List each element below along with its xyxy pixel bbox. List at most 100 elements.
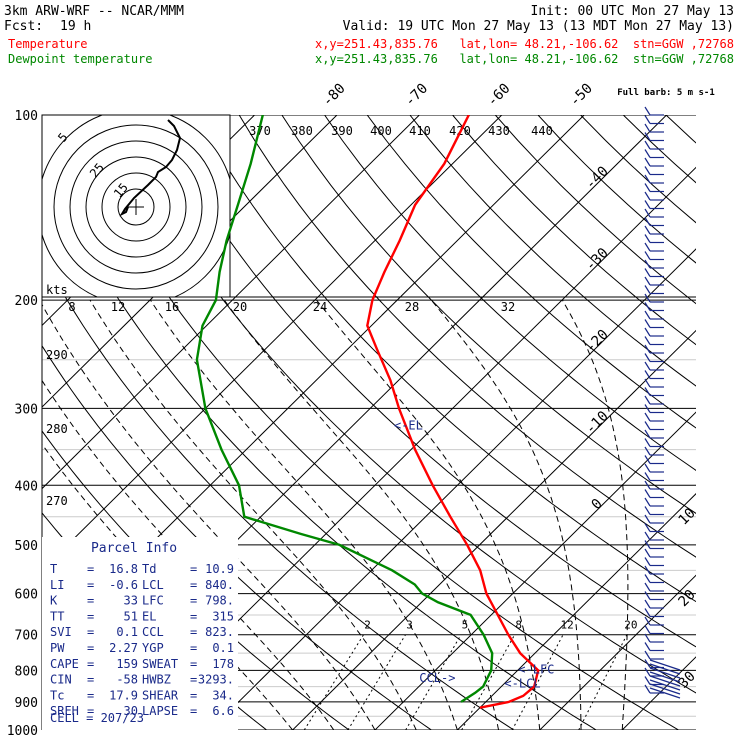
wind-barb-flag — [644, 429, 651, 439]
hodograph-ring-label: 16 — [165, 300, 179, 314]
wind-barb — [644, 157, 664, 167]
parcel-value: 178 — [212, 657, 234, 671]
wind-barb-staff — [649, 659, 681, 671]
parcel-value: -0.6 — [109, 578, 138, 592]
wind-barb-flag — [644, 557, 651, 566]
parcel-value: 10.9 — [205, 562, 234, 576]
wind-barb — [644, 523, 664, 533]
wind-barb-flag — [644, 123, 651, 133]
wind-barb-flag — [644, 548, 651, 558]
pressure-tick-label: 500 — [15, 539, 38, 554]
wind-barb-flag — [644, 438, 651, 447]
dry-adiabat-label: 280 — [46, 422, 68, 436]
wind-barb — [644, 319, 664, 329]
wind-barb — [644, 268, 664, 278]
wind-barb-flag — [644, 616, 651, 626]
wind-barb-staff — [649, 687, 681, 699]
wind-barb-flag — [644, 591, 651, 600]
wind-barb-flag — [644, 302, 651, 311]
dry-adiabat-line — [494, 115, 696, 305]
pressure-tick-label: 700 — [15, 629, 38, 644]
parcel-equals: = — [87, 562, 94, 576]
hodograph-trace — [119, 119, 182, 217]
temperature-tick-label: 10 — [676, 505, 699, 528]
wind-barb — [644, 480, 664, 490]
mixing-ratio-label: 20 — [624, 619, 637, 632]
wind-barb-flag — [644, 327, 651, 337]
wind-barb — [644, 276, 664, 286]
wind-barb-flag — [644, 157, 651, 167]
level-annotation: <-LCL — [504, 676, 540, 690]
wind-barb — [644, 174, 664, 184]
parcel-info-row: CAPE = 159 SWEAT = 178 — [50, 657, 234, 671]
dry-adiabat-line — [537, 115, 696, 264]
wind-barb-flag — [644, 140, 651, 150]
wind-barb-flag — [644, 506, 651, 515]
mixing-ratio-line — [405, 634, 462, 730]
init-time: Init: 00 UTC Mon 27 May 13 — [531, 4, 735, 19]
isotherm-line — [691, 115, 740, 740]
wind-barb — [644, 472, 664, 482]
parcel-equals: = — [190, 562, 197, 576]
temperature-tick-label: -50 — [567, 81, 596, 110]
wind-barb — [644, 625, 664, 635]
wind-barb-flag — [644, 285, 651, 294]
wind-barb-flag — [644, 259, 651, 269]
pressure-tick-label: 900 — [15, 696, 38, 711]
wind-barb-flag — [644, 276, 651, 286]
moist-adiabat-line — [561, 299, 629, 730]
parcel-info-box: Parcel Info CELL = 207/23 T = 16.8 Td = 10.9 L… — [42, 537, 238, 730]
hodograph-ring-label: 8 — [68, 300, 75, 314]
mixing-ratio-label: 5 — [462, 619, 469, 632]
isotherm-line — [621, 656, 696, 730]
parcel-value: 33 — [124, 594, 138, 608]
moist-adiabat-line — [223, 299, 500, 730]
isotherm-line — [374, 411, 696, 730]
dry-adiabat-line — [42, 154, 598, 730]
theta-label: 380 — [291, 124, 313, 138]
parcel-key: CIN — [50, 673, 72, 687]
dry-adiabat-line — [366, 115, 696, 429]
wind-barb-flag — [644, 132, 651, 141]
parcel-info-row: SVI = 0.1 CCL = 823. — [50, 625, 234, 639]
parcel-equals: = — [87, 673, 94, 687]
wind-barb-flag — [644, 115, 651, 124]
wind-barb-flag — [644, 667, 651, 677]
wind-barb-flag — [644, 242, 651, 252]
wind-barb — [644, 123, 664, 133]
wind-barb-flag — [644, 208, 651, 218]
wind-barb-flag — [644, 574, 651, 583]
model-title: 3km ARW-WRF -- NCAR/MMM — [4, 4, 184, 19]
wind-barb — [644, 650, 664, 660]
parcel-info-row: LI = -0.6 LCL = 840. — [50, 578, 234, 592]
wind-barb — [644, 285, 664, 295]
parcel-value: 17.9 — [109, 688, 138, 702]
temperature-tick-label: 30 — [676, 668, 699, 691]
wind-barb-flag — [644, 217, 651, 226]
parcel-equals: = — [87, 578, 94, 592]
isotherm-line — [42, 115, 503, 571]
wind-barb-flag — [644, 387, 651, 396]
wind-barb — [644, 608, 664, 618]
wind-barb-flag — [644, 174, 651, 184]
wind-barb — [644, 540, 664, 550]
legend-dewpoint-info: x,y=251.43,835.76 lat,lon= 48.21,-106.62… — [315, 52, 734, 66]
parcel-value: 16.8 — [109, 562, 138, 576]
wind-barb-flag — [644, 455, 651, 464]
parcel-value: 2.27 — [109, 641, 138, 655]
parcel-value: 159 — [116, 657, 138, 671]
dry-adiabat-line — [324, 115, 696, 472]
wind-barb-flag — [644, 582, 651, 592]
theta-label: 430 — [488, 124, 510, 138]
pressure-tick-label: 1000 — [7, 724, 38, 739]
wind-barb-flag — [644, 106, 651, 116]
wind-barb — [644, 242, 664, 252]
wind-barb-flag — [644, 514, 651, 524]
wind-barb — [644, 599, 664, 609]
forecast-hour: 19 h — [60, 19, 91, 34]
isotherm-line — [0, 115, 7, 740]
parcel-key: SREH — [50, 704, 79, 718]
parcel-cell: CELL = 207/23 — [50, 711, 144, 725]
parcel-key: SVI — [50, 625, 72, 639]
wind-barb — [644, 310, 664, 320]
